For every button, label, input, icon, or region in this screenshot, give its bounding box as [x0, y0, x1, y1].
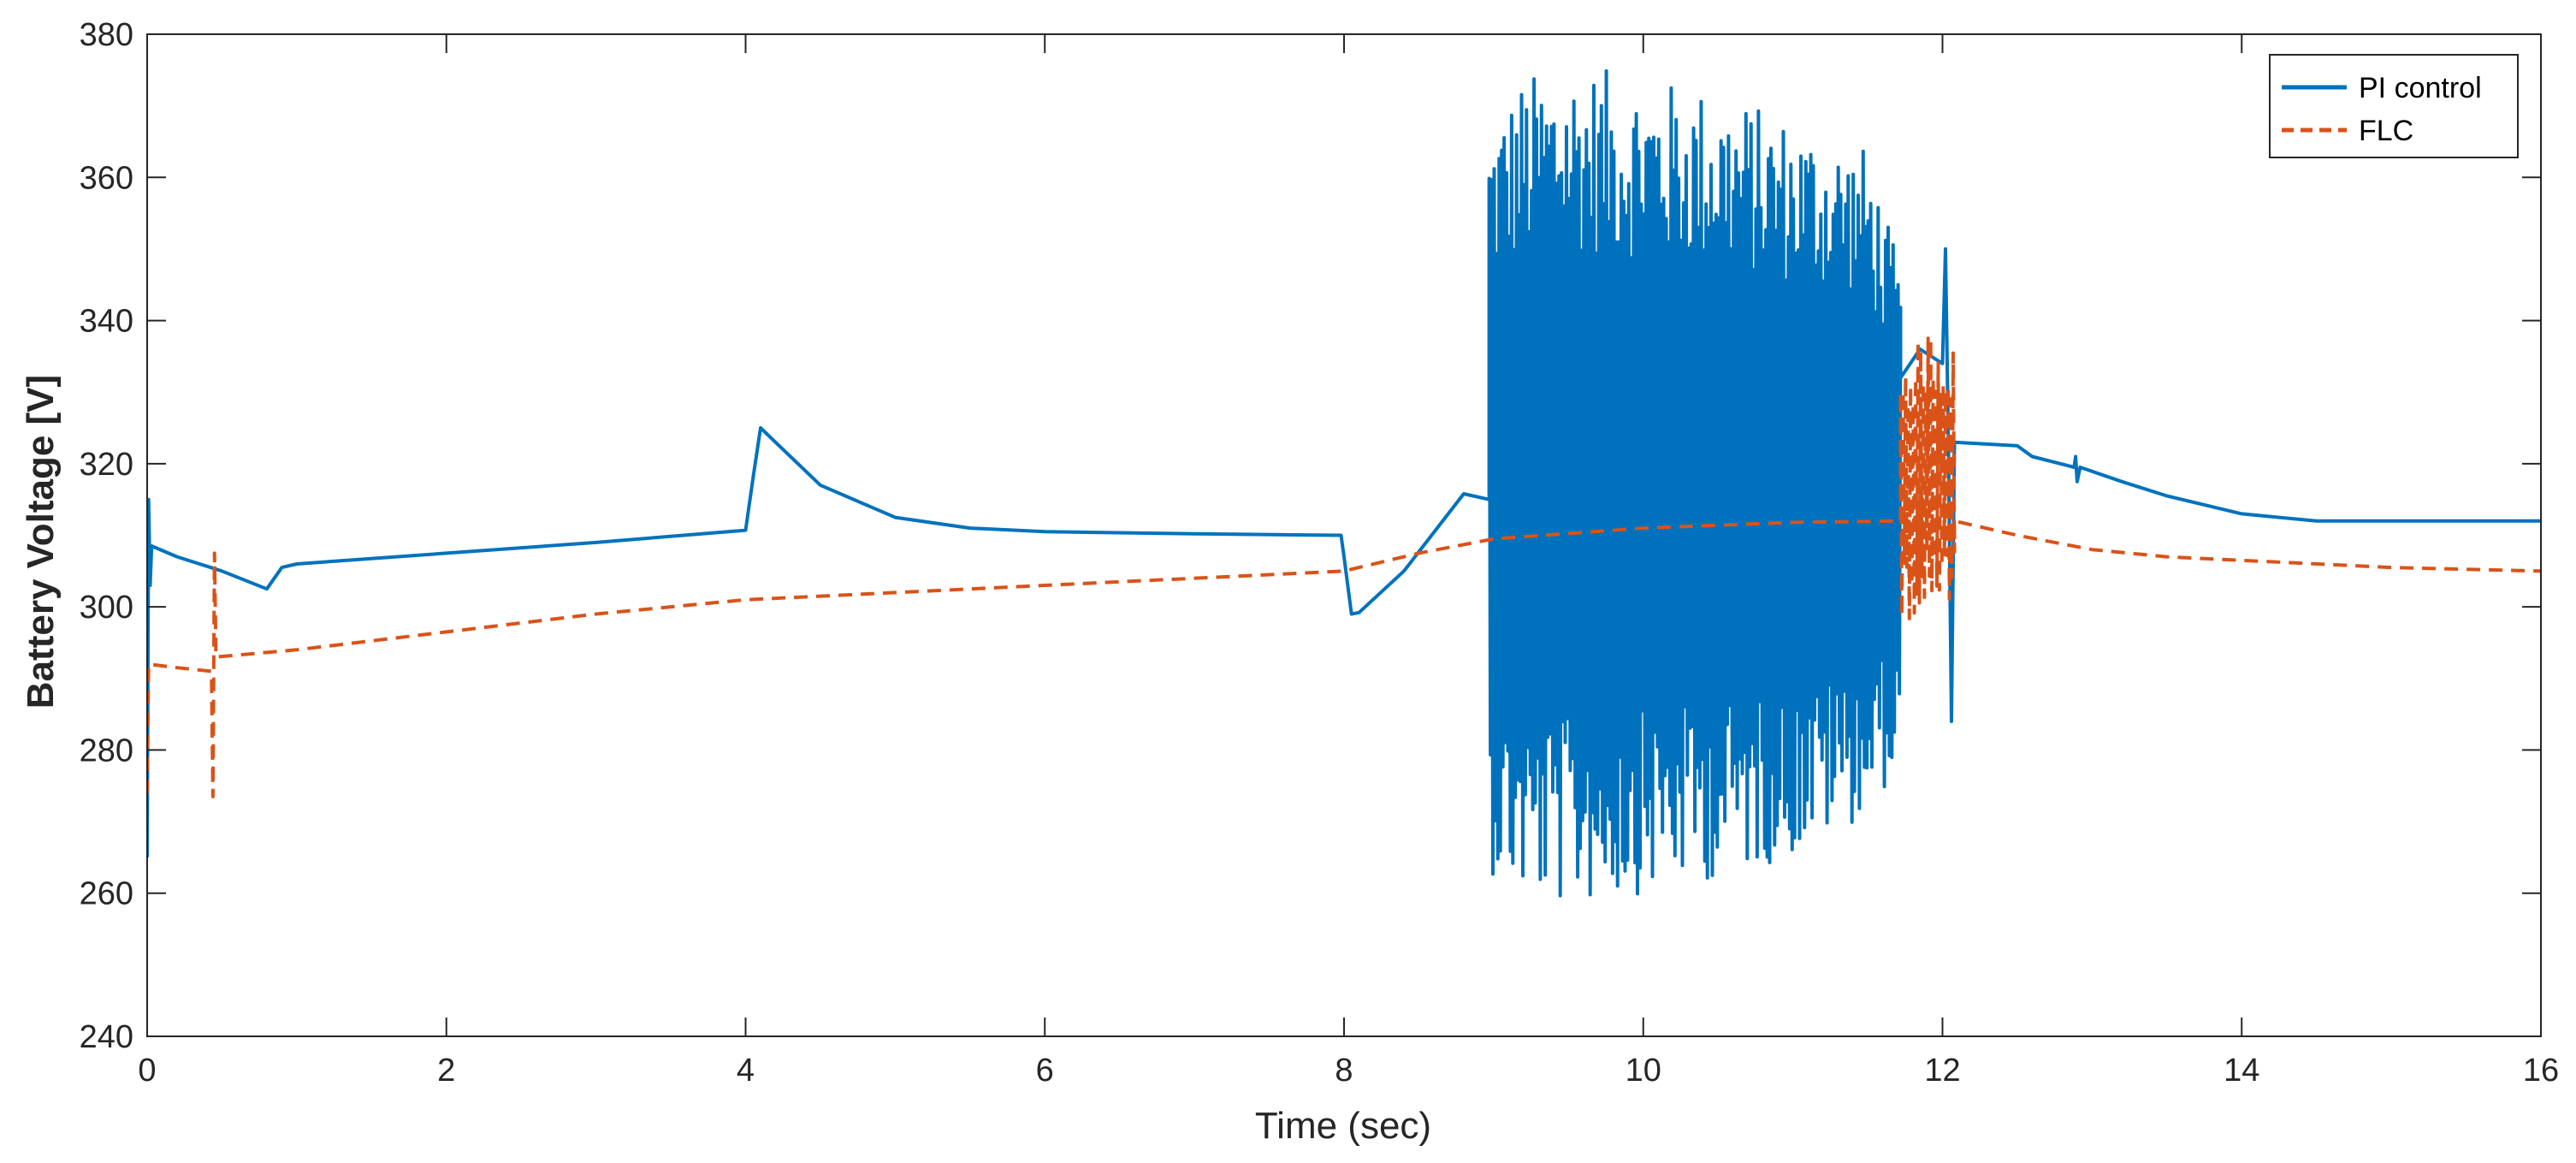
- y-tick-label: 320: [80, 447, 133, 483]
- y-tick-label: 360: [80, 160, 133, 196]
- y-axis-label: Battery Voltage [V]: [20, 375, 62, 709]
- y-tick-label: 240: [80, 1019, 133, 1055]
- x-tick-label: 6: [1036, 1053, 1054, 1089]
- x-tick-label: 8: [1335, 1053, 1353, 1089]
- x-tick-label: 2: [437, 1053, 455, 1089]
- x-tick-label: 16: [2523, 1053, 2559, 1089]
- legend-box: [2269, 54, 2519, 158]
- legend-label: FLC: [2359, 115, 2413, 147]
- x-tick-label: 14: [2224, 1053, 2259, 1089]
- y-tick-label: 260: [80, 876, 133, 912]
- legend-label: PI control: [2359, 72, 2482, 104]
- x-tick-label: 4: [737, 1053, 755, 1089]
- legend: PI control FLC: [2269, 54, 2519, 158]
- y-tick-label: 340: [80, 304, 133, 340]
- series-line-pi-control: [147, 68, 2541, 898]
- x-tick-label: 10: [1626, 1053, 1661, 1089]
- x-tick-label: 12: [1924, 1053, 1960, 1089]
- x-tick-label: 0: [138, 1053, 156, 1089]
- y-tick-label: 380: [80, 17, 133, 53]
- x-axis-label: Time (sec): [1255, 1105, 1431, 1147]
- y-tick-label: 300: [80, 590, 133, 626]
- axes: 0 2 4 6 8 10 12 14 16 240 260 280 300 320 340 360 380: [80, 17, 2560, 1089]
- y-tick-label: 280: [80, 733, 133, 768]
- plot-area: [147, 68, 2541, 898]
- series-line-flc: [147, 336, 2541, 798]
